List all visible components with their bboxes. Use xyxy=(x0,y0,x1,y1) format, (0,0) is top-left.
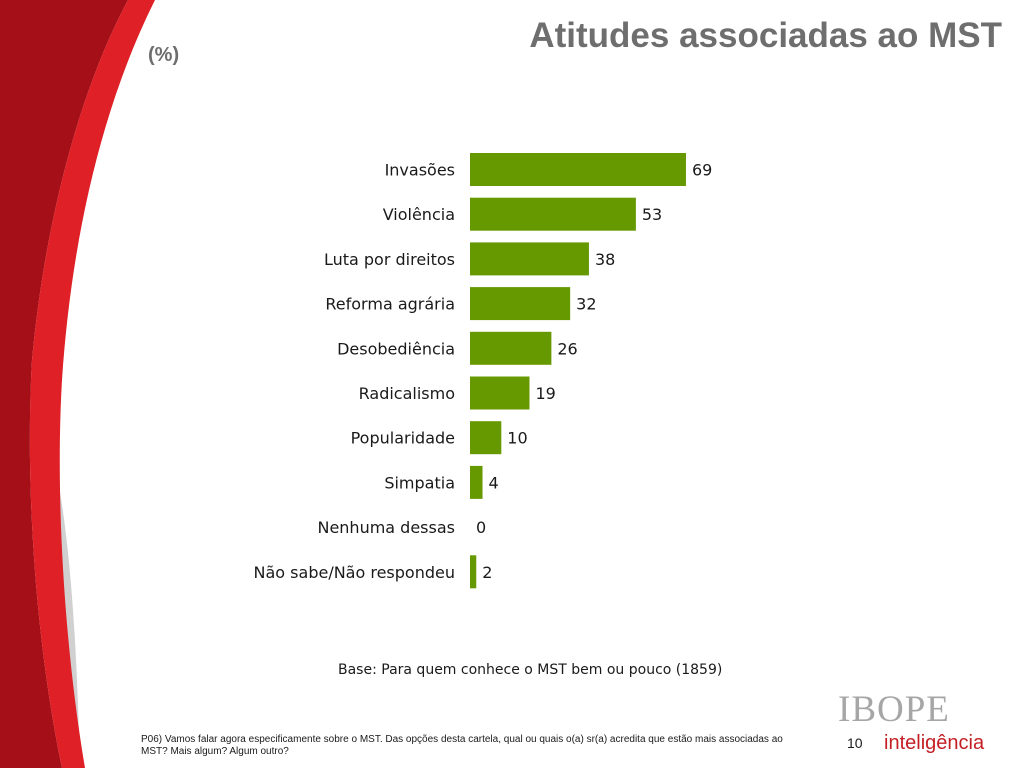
data-label: 0 xyxy=(476,518,486,537)
data-label: 19 xyxy=(535,384,555,403)
data-label: 2 xyxy=(482,563,492,582)
ribbon-dark-red xyxy=(0,0,128,768)
data-label: 69 xyxy=(692,161,712,180)
category-label: Luta por direitos xyxy=(324,250,455,269)
category-label: Reforma agrária xyxy=(325,295,455,314)
category-label: Radicalismo xyxy=(359,384,455,403)
category-label: Violência xyxy=(383,205,455,224)
logo-wordmark: IBOPE xyxy=(838,689,950,730)
bar xyxy=(470,331,552,365)
question-text: P06) Vamos falar agora especificamente s… xyxy=(141,734,783,757)
bar xyxy=(470,197,636,231)
bar xyxy=(470,465,483,499)
ibope-logo: IBOPE inteligência xyxy=(836,689,1011,755)
category-label: Invasões xyxy=(385,161,455,180)
bar xyxy=(470,421,502,455)
bar xyxy=(470,555,477,589)
data-label: 26 xyxy=(557,339,577,358)
logo-subtitle: inteligência xyxy=(884,732,985,754)
category-label: Simpatia xyxy=(384,473,455,492)
page-number: 10 xyxy=(847,735,863,751)
data-label: 4 xyxy=(489,473,499,492)
data-label: 32 xyxy=(576,295,596,314)
category-label: Não sabe/Não respondeu xyxy=(254,563,455,582)
category-label: Nenhuma dessas xyxy=(317,518,455,537)
unit-label: (%) xyxy=(148,44,180,66)
category-label: Desobediência xyxy=(337,339,455,358)
base-note: Base: Para quem conhece o MST bem ou pou… xyxy=(338,662,723,678)
category-label: Popularidade xyxy=(351,429,455,448)
data-label: 53 xyxy=(642,205,662,224)
slide-title: Atitudes associadas ao MST xyxy=(529,16,1002,55)
bar xyxy=(470,287,571,321)
bar xyxy=(470,242,589,276)
bar-chart: Invasões 69 Violência 53 Luta por direitos 38… xyxy=(254,153,712,589)
bar xyxy=(470,376,530,410)
bar xyxy=(470,153,686,186)
ribbon-red xyxy=(29,0,155,768)
data-label: 10 xyxy=(507,429,527,448)
data-label: 38 xyxy=(595,250,615,269)
